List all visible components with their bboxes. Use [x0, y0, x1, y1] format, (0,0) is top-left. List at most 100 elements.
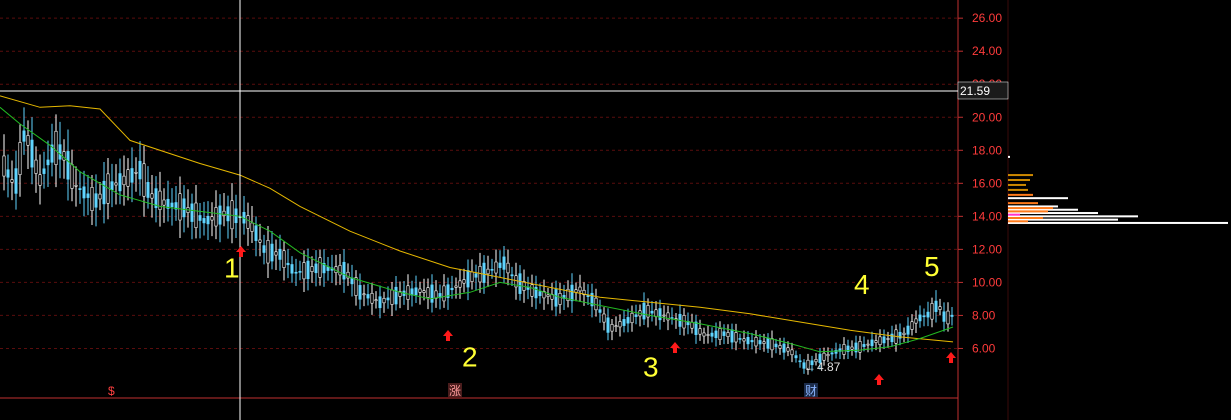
candle — [314, 263, 318, 274]
candle — [10, 179, 14, 183]
candle — [650, 310, 654, 314]
candle — [902, 332, 906, 335]
candle — [502, 256, 506, 270]
up-arrow-icon — [874, 374, 884, 385]
candle — [926, 311, 930, 318]
candle — [738, 338, 742, 340]
moving-average-lines — [0, 95, 954, 353]
candle — [46, 159, 50, 166]
candle — [434, 290, 438, 299]
candle — [830, 352, 834, 355]
volume-profile-bar — [1008, 193, 1033, 196]
candle — [302, 262, 306, 280]
candle — [26, 135, 30, 146]
candle — [398, 291, 402, 297]
event-marker-rise[interactable]: 涨 — [448, 383, 462, 398]
candle — [602, 313, 606, 323]
candle — [422, 290, 426, 293]
candle — [6, 169, 10, 178]
wave-labels: 1 2 3 4 5 — [224, 251, 940, 383]
candle — [814, 359, 818, 363]
candle — [42, 168, 46, 174]
candle — [606, 317, 610, 333]
candle — [306, 260, 310, 280]
event-markers[interactable]: $ 涨 财 — [108, 383, 818, 398]
candle — [578, 286, 582, 292]
candle — [18, 142, 22, 175]
candle — [218, 205, 222, 225]
candle — [862, 344, 866, 347]
grid-lines — [0, 17, 958, 349]
event-marker-dollar-icon: $ — [108, 384, 115, 398]
candle — [430, 284, 434, 303]
candle — [494, 261, 498, 274]
candle — [922, 315, 926, 318]
crosshair-cursor[interactable]: 21.59 — [0, 0, 1009, 420]
candle — [910, 321, 914, 330]
candle — [690, 321, 694, 329]
candle — [146, 182, 150, 198]
volume-profile-bar — [1008, 220, 1028, 223]
candle — [254, 225, 258, 241]
candle — [410, 288, 414, 296]
volume-profile-bar — [1008, 212, 1098, 215]
candle — [498, 262, 502, 268]
candle — [762, 341, 766, 344]
candle — [874, 340, 878, 343]
candle — [426, 287, 430, 298]
candle — [914, 318, 918, 324]
volume-profile-bar — [1008, 221, 1228, 224]
candle — [590, 292, 594, 307]
candle — [178, 193, 182, 221]
low-annotation: ← 4.87 — [804, 360, 841, 374]
candle — [878, 336, 882, 345]
candle — [566, 288, 570, 301]
y-tick-label: 12.00 — [972, 242, 1002, 256]
candle — [162, 199, 166, 206]
wave-label-5: 5 — [924, 251, 940, 282]
candle — [854, 342, 858, 353]
candle — [810, 360, 814, 366]
candle — [722, 331, 726, 336]
candle — [870, 339, 874, 347]
candle — [766, 337, 770, 349]
candle — [770, 338, 774, 351]
candle — [682, 315, 686, 329]
volume-profile-bar — [1008, 202, 1038, 205]
candle — [546, 294, 550, 297]
candle — [318, 257, 322, 278]
candle — [610, 324, 614, 332]
candle — [386, 297, 390, 301]
volume-profile-bar — [1008, 179, 1030, 182]
candle — [414, 287, 418, 296]
candle — [778, 345, 782, 349]
candle — [842, 344, 846, 355]
candle — [714, 330, 718, 339]
candle — [266, 240, 270, 264]
candle — [730, 329, 734, 343]
candle — [442, 285, 446, 302]
candle — [122, 175, 126, 186]
y-tick-label: 26.00 — [972, 11, 1002, 25]
event-marker-rise-box — [448, 383, 462, 397]
candle — [114, 182, 118, 186]
candle — [758, 340, 762, 345]
event-marker-dollar[interactable]: $ — [108, 384, 115, 398]
candle — [390, 289, 394, 305]
candle — [478, 266, 482, 283]
candle — [66, 151, 70, 180]
candle — [270, 243, 274, 262]
candle — [918, 314, 922, 322]
event-marker-finance[interactable]: 财 — [804, 383, 818, 398]
candle — [822, 352, 826, 361]
candle — [194, 202, 198, 228]
volume-profile-bar — [1008, 205, 1058, 208]
candle — [466, 270, 470, 288]
candle — [54, 130, 58, 165]
candle — [94, 193, 98, 208]
candle — [846, 345, 850, 352]
candle — [110, 181, 114, 191]
candle — [706, 334, 710, 336]
candle — [946, 310, 950, 325]
candle — [118, 173, 122, 192]
